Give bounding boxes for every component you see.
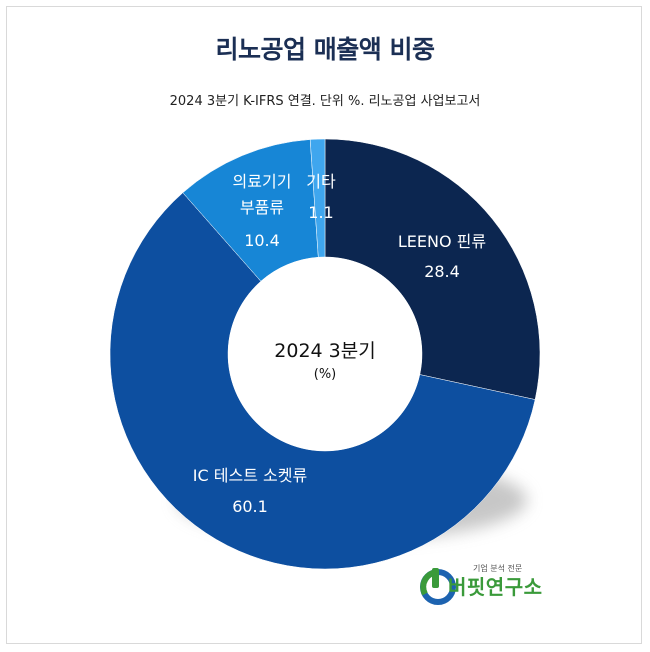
logo-tagline: 기업 분석 전문 [473,564,523,573]
donut-hole [228,257,422,451]
donut-slice [324,138,541,400]
slice-category-label: IC 테스트 소켓류 [193,466,307,485]
slice-value-label: 10.4 [244,231,280,250]
slice-category-label: 기타 [306,172,336,191]
center-label: 2024 3분기 [274,340,375,362]
slice-category-label: 부품류 [240,198,284,217]
slice-category-label: LEENO 핀류 [398,232,486,251]
chart-subtitle: 2024 3분기 K-IFRS 연결. 단위 %. 리노공업 사업보고서 [169,94,481,109]
center-sublabel: (%) [314,367,337,382]
chart-title: 리노공업 매출액 비중 [215,35,435,64]
slice-category-label: 의료기기 [233,172,292,191]
buffett-lab-logo-icon [420,568,456,605]
slice-value-label: 60.1 [232,497,268,516]
slice-value-label: 28.4 [424,262,460,281]
logo-name: 버핏연구소 [448,575,543,599]
slice-value-label: 1.1 [308,203,333,222]
